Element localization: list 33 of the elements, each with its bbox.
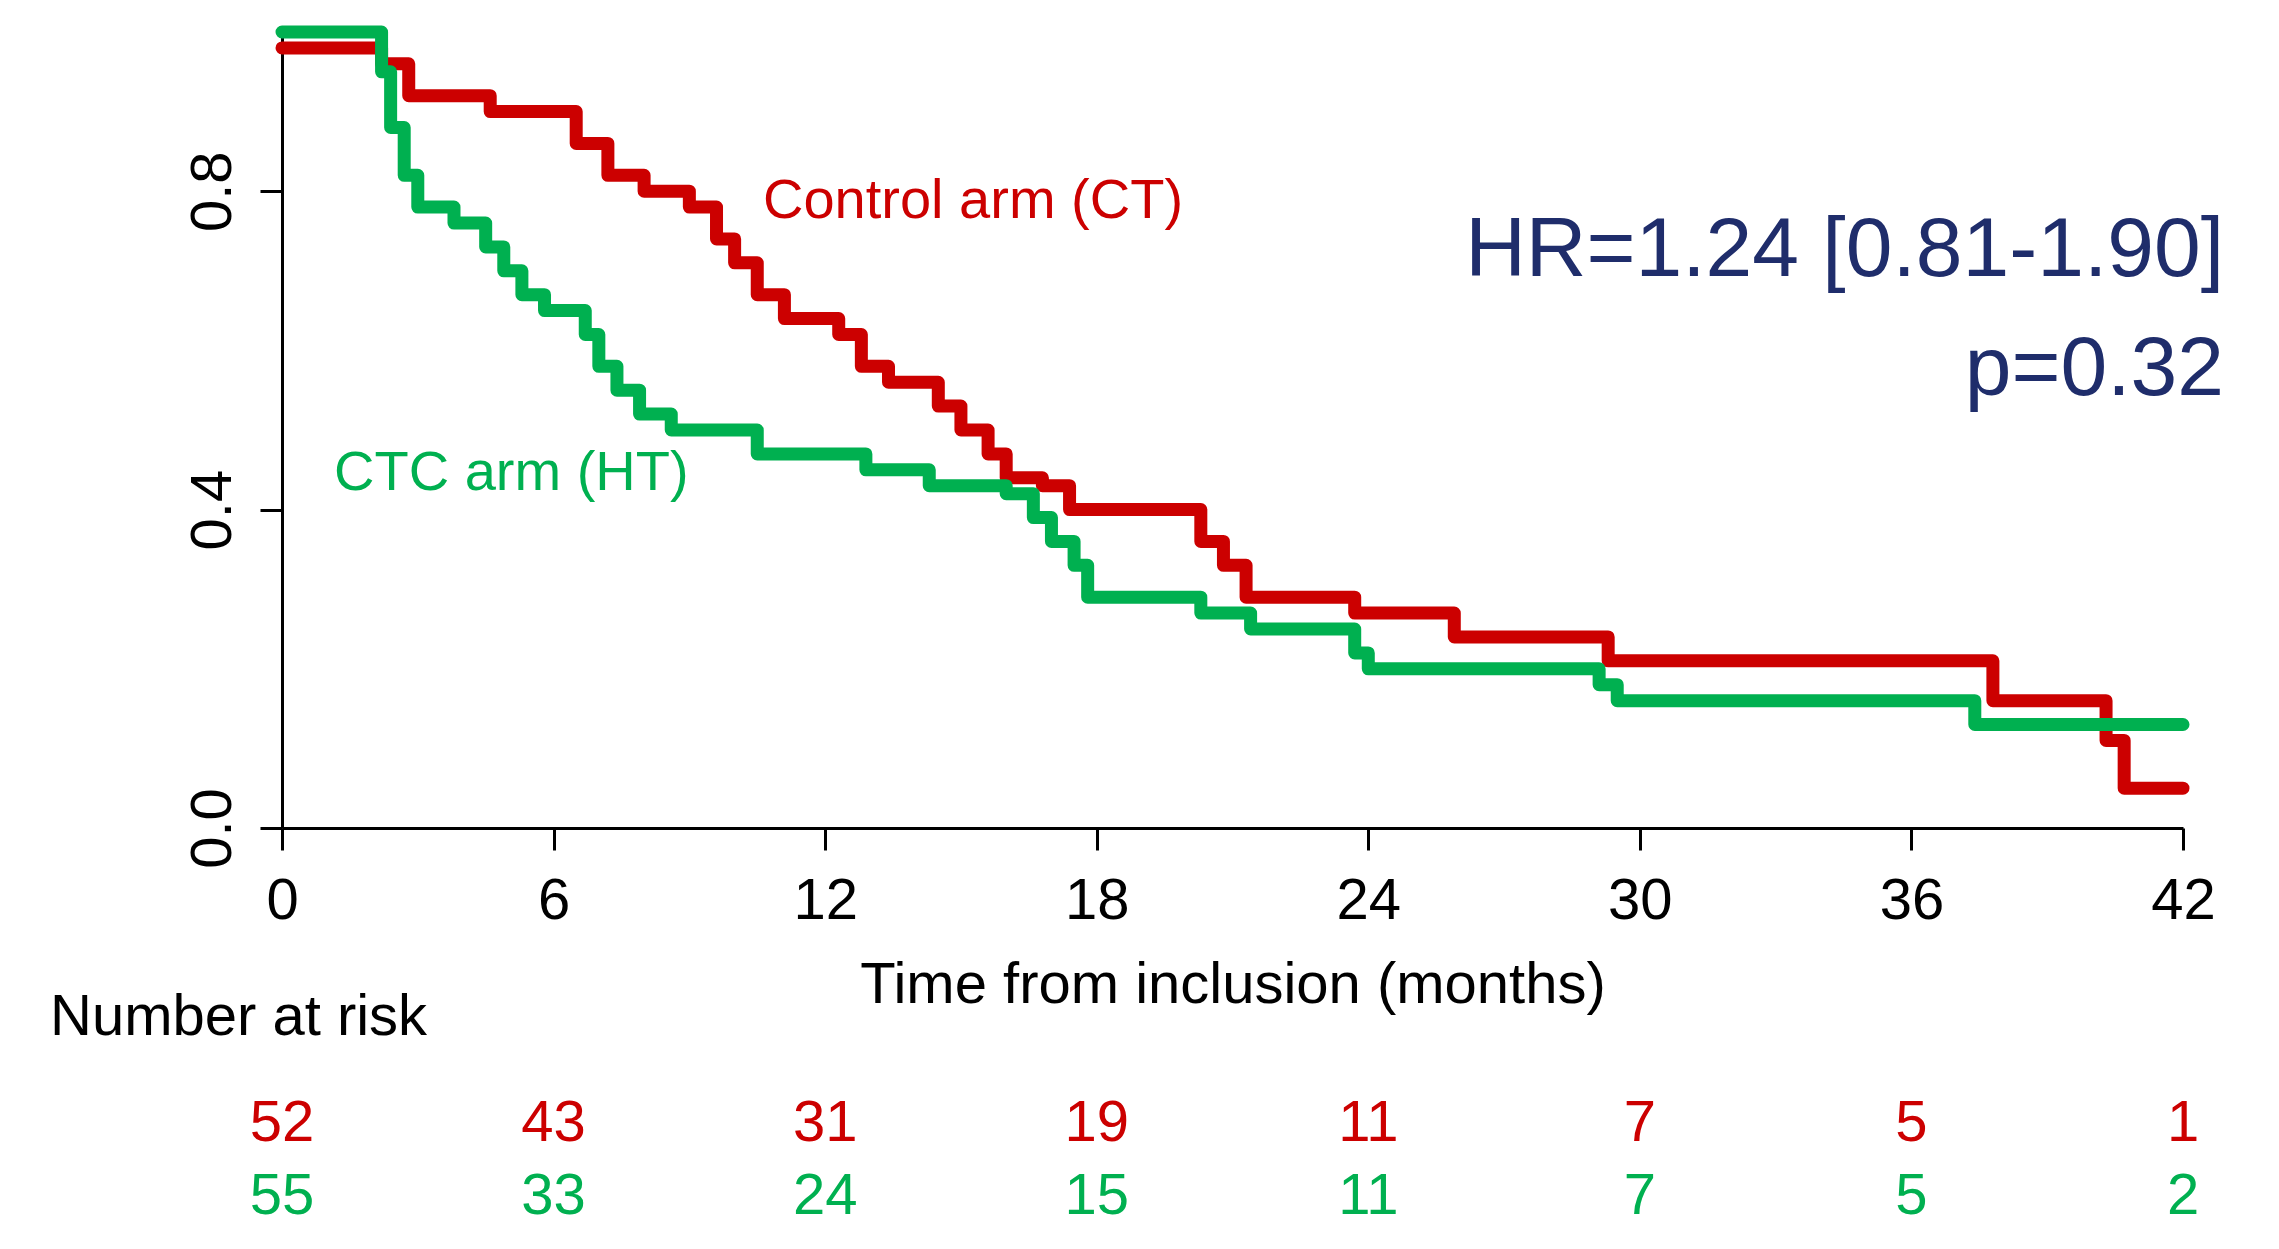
x-tick-label: 18 — [1064, 865, 1130, 931]
text: 33 — [521, 1161, 586, 1226]
y-tick-label: 0.8 — [177, 151, 243, 233]
text: 55 — [249, 1161, 315, 1226]
x-tick-label: 0 — [266, 865, 299, 931]
annotation: HR=1.24 [0.81-1.90] — [1465, 200, 2224, 294]
text: 11 — [1338, 1161, 1399, 1226]
text: 19 — [1064, 1088, 1129, 1153]
text: 15 — [1064, 1161, 1129, 1226]
x-tick-label: 42 — [2151, 865, 2216, 931]
y-tick-label: 0.0 — [177, 788, 243, 869]
x-tick-label: 30 — [1608, 865, 1673, 931]
y-tick-label: 0.4 — [177, 469, 243, 551]
text: 43 — [521, 1088, 586, 1153]
x-tick-label: 24 — [1336, 865, 1402, 931]
text: 1 — [2166, 1088, 2200, 1153]
text: 5 — [1895, 1088, 1928, 1153]
text: 52 — [249, 1088, 315, 1153]
text: 7 — [1623, 1088, 1656, 1153]
annotation: p=0.32 — [1964, 319, 2224, 413]
text: 31 — [792, 1088, 858, 1153]
text: 11 — [1338, 1088, 1399, 1153]
x-axis-title: Time from inclusion (months) — [860, 949, 1606, 1015]
x-tick-label: 36 — [1879, 865, 1945, 931]
text: 2 — [2166, 1161, 2200, 1226]
text: 7 — [1623, 1161, 1656, 1226]
series-label: Control arm (CT) — [763, 167, 1184, 230]
series-label: CTC arm (HT) — [334, 439, 689, 502]
text: Number at risk — [50, 982, 429, 1047]
x-tick-label: 6 — [537, 865, 571, 931]
text: 5 — [1895, 1161, 1928, 1226]
x-tick-label: 12 — [793, 865, 858, 931]
text: 24 — [792, 1161, 858, 1226]
